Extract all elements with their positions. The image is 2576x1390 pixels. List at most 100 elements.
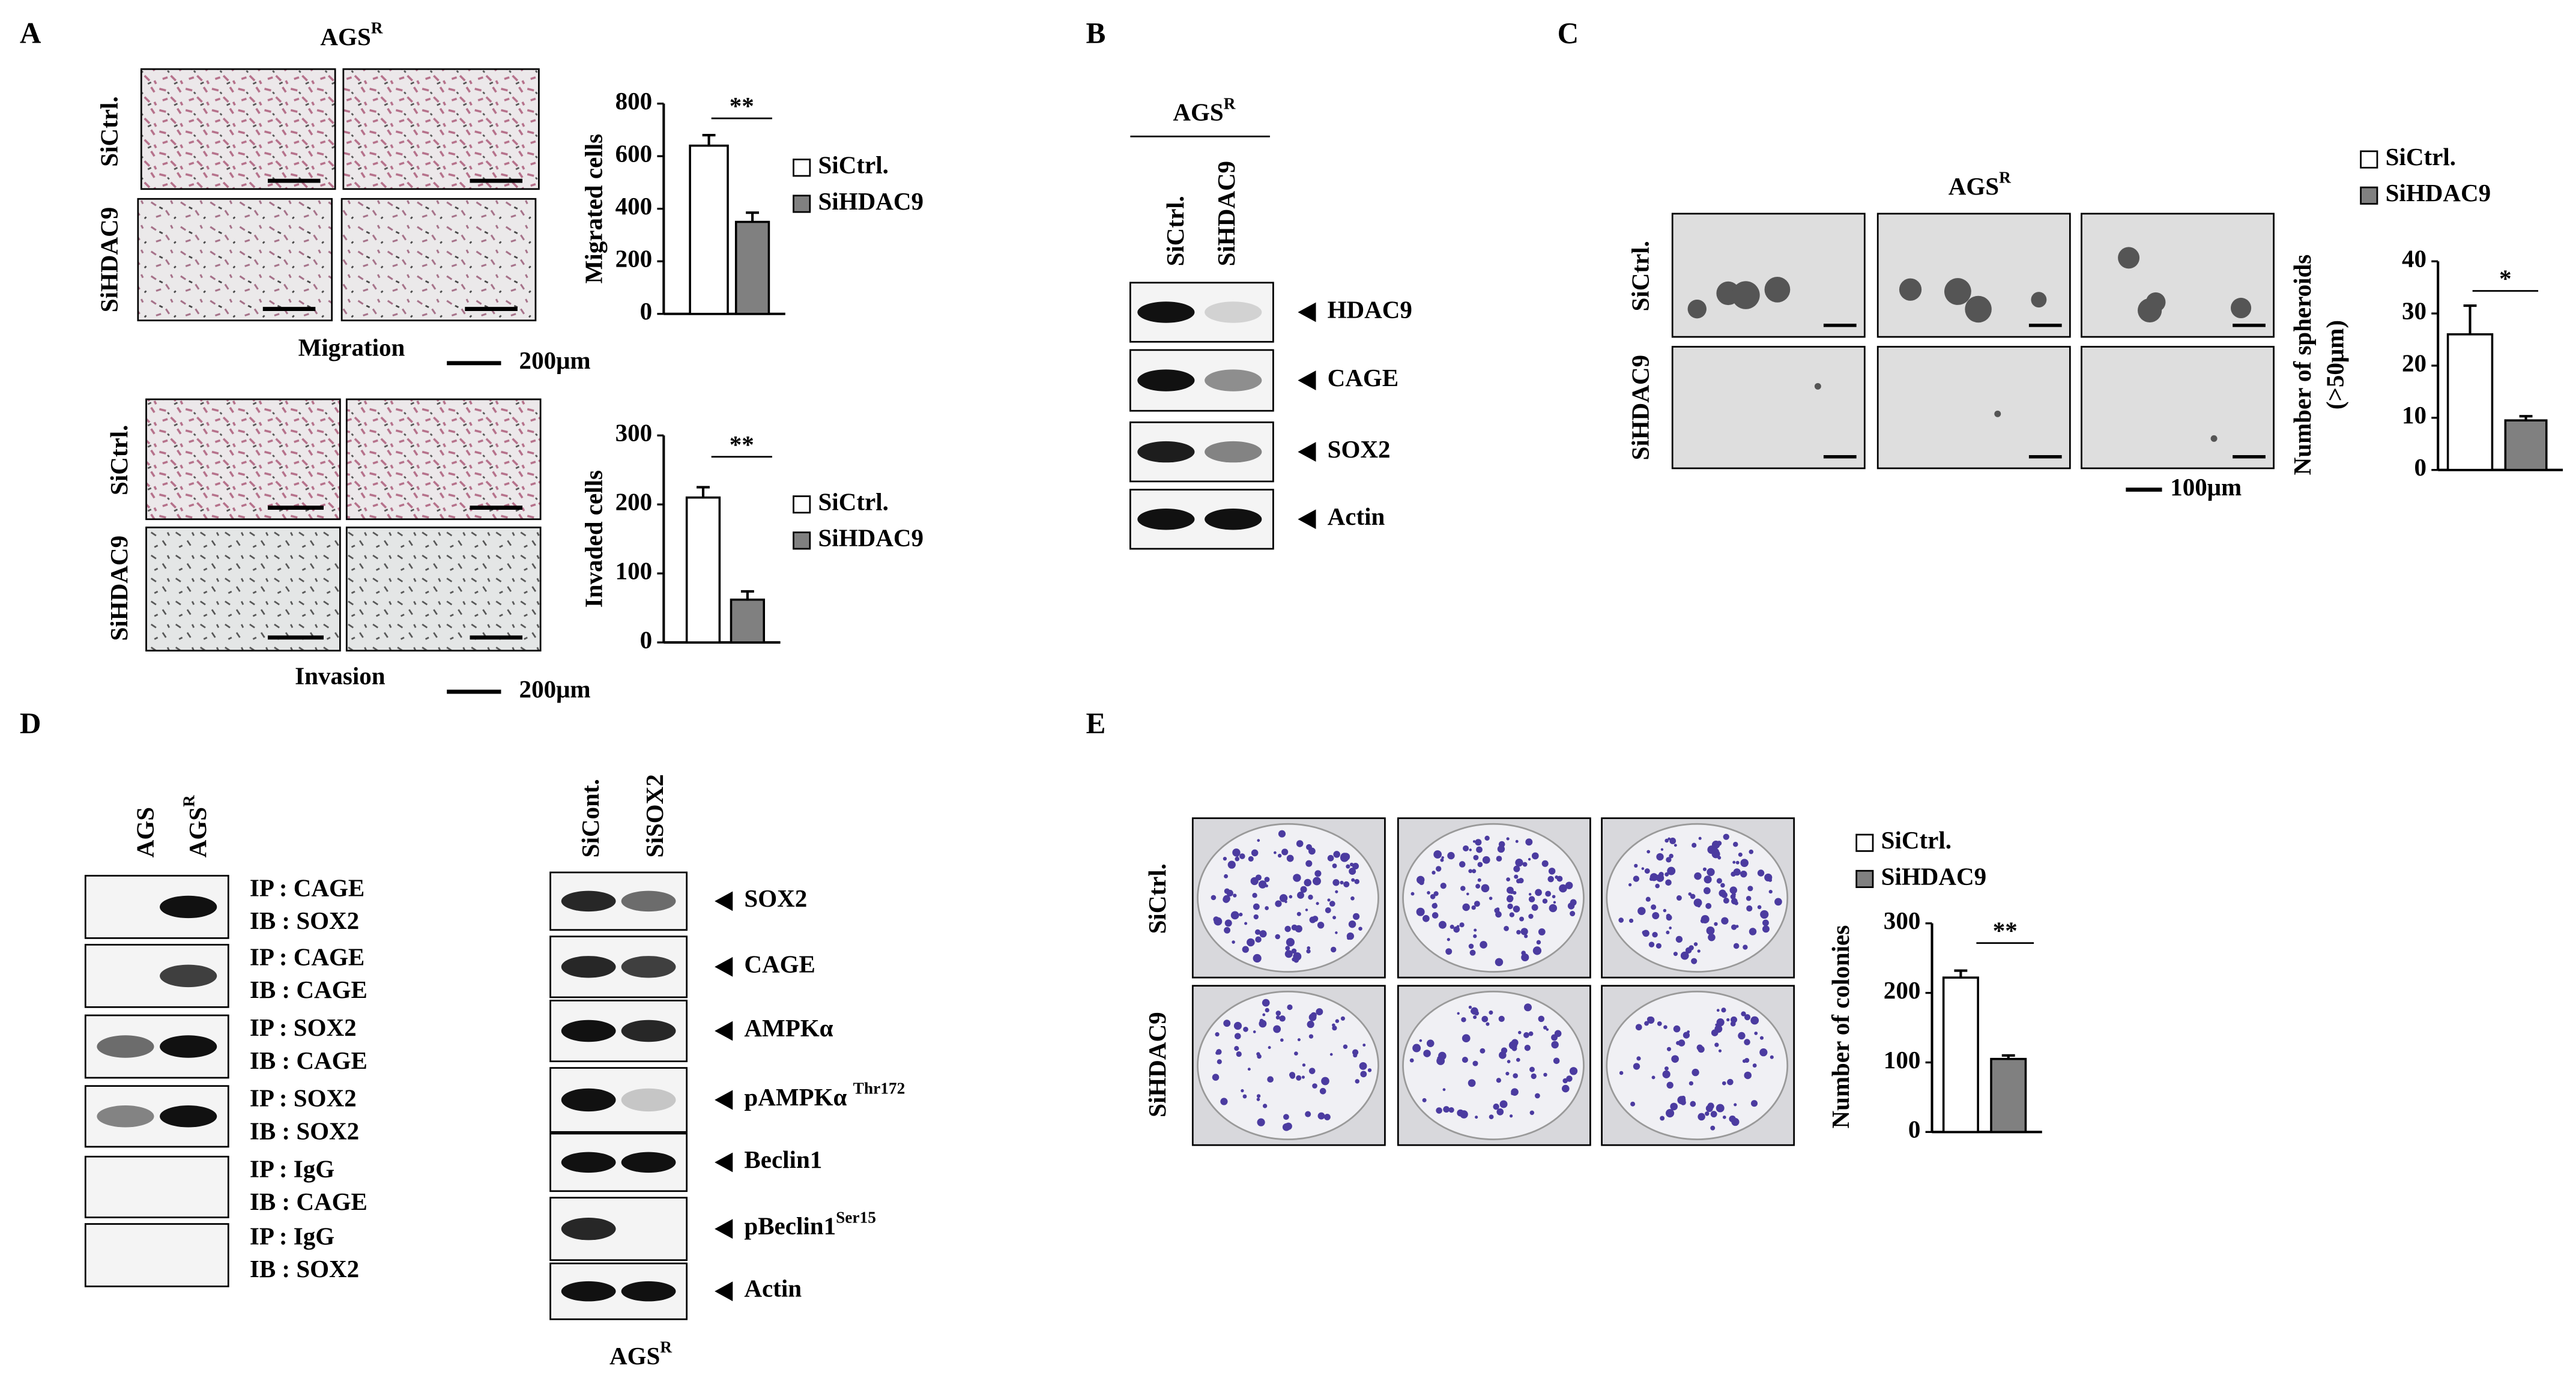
- colony: [1346, 864, 1350, 869]
- colony: [1438, 1051, 1447, 1060]
- colony: [1325, 907, 1331, 913]
- colony: [1618, 917, 1624, 923]
- colony: [1541, 860, 1549, 867]
- colony: [1542, 898, 1548, 904]
- colony: [1750, 1016, 1759, 1025]
- colony: [1673, 844, 1677, 847]
- colony: [1628, 918, 1634, 923]
- colony: [1453, 926, 1460, 933]
- colony: [1522, 862, 1528, 867]
- colony: [1716, 1104, 1725, 1113]
- colony: [1468, 1005, 1472, 1009]
- colony: [1552, 895, 1556, 899]
- colony: [1233, 1021, 1242, 1030]
- panel-title: AGSR: [320, 19, 382, 51]
- label-text: CAGE: [744, 950, 815, 978]
- colony: [1514, 874, 1519, 879]
- colony: [1331, 946, 1337, 953]
- band: [561, 1217, 616, 1240]
- significance-label: **: [1993, 917, 2018, 944]
- legend-swatch: [2360, 186, 2378, 205]
- legend-swatch: [793, 195, 811, 213]
- scale-label: 200μm: [519, 675, 591, 703]
- micrograph: [140, 68, 336, 190]
- band: [561, 1020, 616, 1042]
- colony: [1235, 853, 1239, 857]
- colony: [1702, 867, 1707, 871]
- colony: [1253, 914, 1259, 920]
- blot-label: HDAC9: [1328, 295, 1412, 323]
- colony: [1549, 904, 1558, 913]
- colony: [1749, 928, 1757, 935]
- colony: [1750, 1100, 1758, 1107]
- colony: [1528, 893, 1532, 896]
- colony: [1692, 842, 1697, 848]
- row-label: SiHDAC9: [1143, 1012, 1171, 1117]
- significance-label: **: [730, 431, 754, 458]
- colony: [1733, 943, 1740, 949]
- colony: [1680, 951, 1689, 960]
- colony: [1241, 1089, 1244, 1093]
- band: [1205, 509, 1262, 530]
- colony: [1666, 1047, 1672, 1051]
- colony: [1636, 1056, 1641, 1061]
- colony: [1499, 1100, 1508, 1108]
- y-tick-label: 200: [1884, 976, 1921, 1004]
- colony: [1297, 892, 1304, 899]
- spheroid: [2210, 435, 2218, 442]
- colony: [1275, 900, 1282, 907]
- colony: [1307, 1020, 1314, 1029]
- colony: [1660, 1116, 1665, 1121]
- colony: [1509, 1114, 1513, 1118]
- colony: [1317, 922, 1325, 929]
- colony: [1528, 1031, 1534, 1036]
- colony: [1456, 925, 1460, 928]
- colony: [1685, 947, 1692, 954]
- blot-label: pBeclin1Ser15: [744, 1209, 876, 1240]
- colony: [1477, 878, 1481, 882]
- arrow: [715, 1281, 733, 1302]
- colony: [1355, 1079, 1360, 1084]
- colony: [1265, 884, 1268, 887]
- spheroid: [1814, 382, 1821, 390]
- colony: [1436, 1107, 1442, 1114]
- band: [621, 1020, 676, 1042]
- plate: [1402, 990, 1585, 1140]
- colony: [1740, 870, 1747, 878]
- colony: [1286, 854, 1294, 862]
- blot-label: IP : CAGE: [250, 943, 364, 970]
- colony: [1716, 841, 1722, 846]
- colony: [1267, 1076, 1274, 1083]
- colony: [1705, 1111, 1710, 1116]
- colony: [1279, 1015, 1286, 1022]
- colony: [1732, 860, 1736, 864]
- row-label: SiHDAC9: [1626, 355, 1654, 460]
- footer-text: AGS: [609, 1342, 660, 1370]
- arrow: [715, 1152, 733, 1173]
- colony: [1224, 926, 1231, 934]
- column-label: SiCont.: [576, 779, 604, 857]
- column-label: SiHDAC9: [1212, 161, 1240, 266]
- y-tick-label: 10: [2402, 401, 2426, 429]
- colony: [1743, 944, 1748, 950]
- colony: [1691, 958, 1698, 964]
- colony: [1481, 884, 1490, 893]
- colony: [1683, 1032, 1690, 1039]
- label-text: Actin: [744, 1275, 802, 1302]
- colony: [1442, 1088, 1446, 1092]
- colony: [1335, 1019, 1340, 1023]
- colony: [1660, 848, 1664, 851]
- colony: [1548, 868, 1556, 875]
- colony-plates: [1191, 817, 1795, 1146]
- blot-label: IB : CAGE: [250, 1188, 367, 1215]
- bar-chart: 0 100 200 300 Number of colonies SiCtrl. SiHDA…: [1827, 826, 2042, 1143]
- colony: [1301, 1075, 1305, 1079]
- colony: [1211, 895, 1217, 901]
- micrograph: [145, 398, 341, 521]
- colony: [1319, 1087, 1326, 1095]
- micrograph: [137, 198, 333, 322]
- colony: [1657, 1021, 1662, 1026]
- y-tick-label: 400: [615, 192, 653, 220]
- colony: [1239, 853, 1245, 859]
